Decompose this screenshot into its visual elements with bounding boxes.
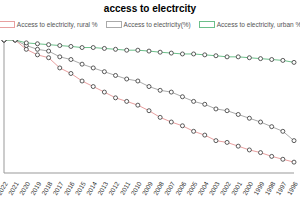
svg-text:1998: 1998: [263, 180, 277, 197]
svg-text:2012: 2012: [107, 180, 120, 196]
svg-text:2011: 2011: [118, 180, 132, 196]
svg-text:2019: 2019: [29, 180, 43, 197]
svg-text:2013: 2013: [96, 180, 110, 197]
html-text:Access to electricity, rural %: Access to electricity, rural %: [16, 20, 98, 28]
svg-text:2017: 2017: [51, 180, 65, 197]
svg-text:2018: 2018: [40, 180, 54, 197]
svg-text:2016: 2016: [62, 180, 76, 197]
svg-text:2014: 2014: [84, 180, 99, 197]
svg-text:2008: 2008: [151, 180, 165, 197]
svg-text:1996: 1996: [286, 180, 292, 196]
svg-text:1997: 1997: [274, 180, 288, 197]
svg-text:2007: 2007: [162, 180, 177, 197]
svg-text:2006: 2006: [174, 180, 188, 197]
html-text:Access to electricity(%): Access to electricity(%): [123, 20, 191, 28]
svg-text:2015: 2015: [73, 180, 87, 197]
svg-text:2010: 2010: [129, 180, 143, 197]
svg-text:2003: 2003: [207, 180, 221, 197]
svg-text:2009: 2009: [140, 180, 154, 197]
svg-text:2004: 2004: [196, 180, 210, 197]
html-text:access to electrcity: access to electrcity: [103, 3, 197, 14]
svg-text:2020: 2020: [17, 180, 32, 197]
svg-text:2000: 2000: [241, 180, 255, 197]
svg-text:2005: 2005: [185, 180, 199, 197]
svg-text:2001: 2001: [229, 180, 244, 197]
svg-text:1999: 1999: [252, 180, 266, 197]
svg-text:2002: 2002: [218, 180, 232, 197]
